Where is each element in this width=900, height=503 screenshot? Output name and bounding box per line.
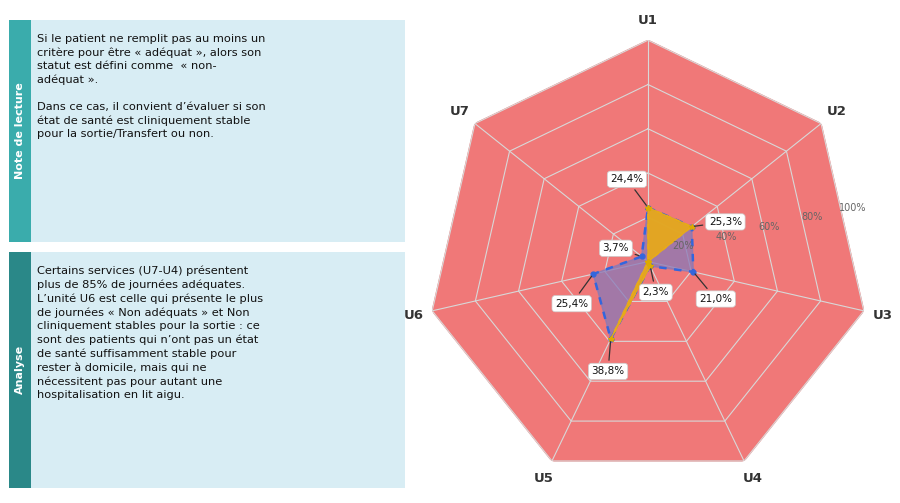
Polygon shape [562,173,734,342]
FancyBboxPatch shape [9,252,405,488]
Text: 24,4%: 24,4% [610,174,646,205]
Text: Certains services (U7-U4) présentent
plus de 85% de journées adéquates.
L’unité : Certains services (U7-U4) présentent plu… [37,266,263,400]
Text: 20%: 20% [672,241,693,252]
Text: 80%: 80% [802,212,823,222]
Text: Analyse: Analyse [14,345,24,394]
Polygon shape [605,217,691,301]
Text: Note de lecture: Note de lecture [14,82,24,179]
Polygon shape [475,85,821,421]
Polygon shape [611,208,692,339]
Text: 100%: 100% [839,203,866,213]
Polygon shape [593,208,693,339]
Polygon shape [518,129,778,381]
Text: 38,8%: 38,8% [591,342,625,376]
Text: 25,4%: 25,4% [555,276,591,309]
Text: 2,3%: 2,3% [643,269,669,297]
Text: Si le patient ne remplit pas au moins un
critère pour être « adéquat », alors so: Si le patient ne remplit pas au moins un… [37,34,266,139]
Text: 21,0%: 21,0% [695,274,733,304]
Text: 60%: 60% [759,222,779,232]
FancyBboxPatch shape [9,252,31,488]
FancyBboxPatch shape [9,20,405,242]
Text: 3,7%: 3,7% [603,243,639,256]
FancyBboxPatch shape [9,20,31,242]
Polygon shape [432,40,864,461]
Text: 40%: 40% [716,232,736,242]
Text: 25,3%: 25,3% [695,217,742,227]
